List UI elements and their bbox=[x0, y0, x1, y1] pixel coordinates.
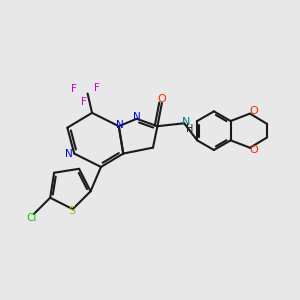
Text: N: N bbox=[116, 120, 124, 130]
Text: O: O bbox=[158, 94, 166, 104]
Text: N: N bbox=[133, 112, 141, 122]
Text: F: F bbox=[81, 98, 87, 107]
Text: O: O bbox=[249, 106, 258, 116]
Text: H: H bbox=[186, 124, 193, 134]
Text: N: N bbox=[65, 148, 73, 159]
Text: F: F bbox=[71, 84, 77, 94]
Text: N: N bbox=[182, 117, 190, 128]
Text: F: F bbox=[94, 82, 99, 93]
Text: S: S bbox=[68, 206, 76, 216]
Text: Cl: Cl bbox=[26, 213, 37, 223]
Text: O: O bbox=[249, 145, 258, 155]
